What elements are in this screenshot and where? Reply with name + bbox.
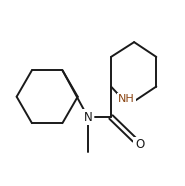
Text: N: N	[83, 110, 92, 124]
Text: O: O	[135, 138, 144, 151]
Text: NH: NH	[118, 94, 135, 104]
